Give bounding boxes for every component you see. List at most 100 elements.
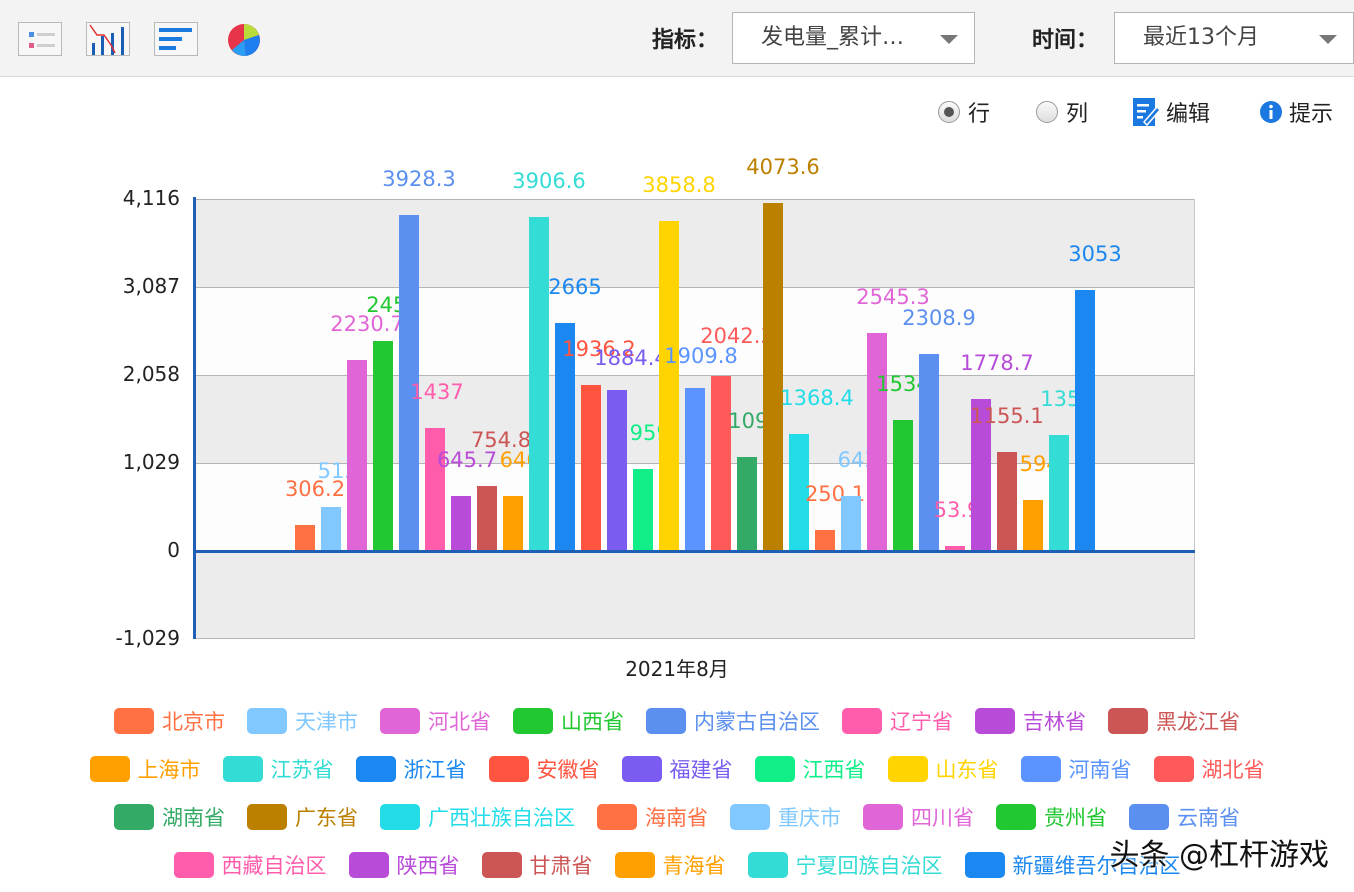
bar[interactable] — [945, 546, 965, 551]
legend-item[interactable]: 四川省 — [863, 802, 974, 832]
bar[interactable] — [607, 389, 627, 551]
data-label: 1368.4 — [780, 385, 854, 410]
bar[interactable] — [971, 398, 991, 551]
legend-item[interactable]: 上海市 — [89, 754, 201, 784]
legend-item[interactable]: 江西省 — [754, 754, 866, 784]
bar[interactable] — [503, 495, 523, 551]
bar[interactable] — [659, 220, 679, 551]
bar[interactable] — [1023, 500, 1043, 551]
bar[interactable] — [867, 333, 887, 551]
data-label: 1778.7 — [960, 350, 1034, 375]
legend-label: 贵州省 — [1044, 806, 1107, 830]
legend-label: 吉林省 — [1023, 710, 1086, 734]
legend-item[interactable]: 河北省 — [380, 706, 491, 736]
legend-label: 甘肃省 — [529, 854, 593, 878]
legend-item[interactable]: 北京市 — [114, 706, 225, 736]
x-category-label: 2021年8月 — [625, 657, 729, 681]
bar[interactable] — [451, 495, 471, 551]
y-tick-label: 4,116 — [122, 186, 180, 210]
row-option[interactable]: 行 — [938, 94, 990, 130]
legend-item[interactable]: 宁夏回族自治区 — [747, 850, 943, 880]
line-bar-chart-icon[interactable] — [86, 22, 130, 56]
legend-label: 重庆市 — [778, 806, 841, 830]
bar[interactable] — [373, 340, 393, 551]
legend-label: 青海省 — [662, 854, 726, 878]
bar[interactable] — [919, 353, 939, 551]
column-radio[interactable] — [1036, 101, 1058, 123]
bar[interactable] — [763, 202, 783, 551]
indicator-select[interactable]: 发电量_累计… — [732, 12, 975, 64]
y-axis — [193, 197, 196, 639]
legend-item[interactable]: 陕西省 — [348, 850, 460, 880]
legend-swatch — [996, 804, 1036, 830]
legend-item[interactable]: 山东省 — [887, 754, 999, 784]
legend-item[interactable]: 西藏自治区 — [173, 850, 327, 880]
legend-swatch — [597, 804, 637, 830]
y-tick-label: 2,058 — [122, 362, 180, 386]
legend-item[interactable]: 海南省 — [597, 802, 708, 832]
table-icon[interactable] — [18, 22, 62, 56]
data-label: 3906.6 — [512, 168, 586, 193]
legend-item[interactable]: 云南省 — [1129, 802, 1240, 832]
bar[interactable] — [737, 457, 757, 551]
legend-swatch — [747, 852, 788, 878]
row-radio[interactable] — [938, 101, 960, 123]
legend-swatch — [842, 708, 882, 734]
bar[interactable] — [425, 428, 445, 551]
legend-swatch — [355, 756, 396, 782]
legend-item[interactable]: 甘肃省 — [481, 850, 593, 880]
legend-item[interactable]: 浙江省 — [355, 754, 467, 784]
legend-item[interactable]: 湖南省 — [114, 802, 225, 832]
legend-item[interactable]: 河南省 — [1020, 754, 1132, 784]
bar[interactable] — [555, 323, 575, 551]
bar[interactable] — [477, 486, 497, 551]
bar[interactable] — [347, 360, 367, 551]
legend-item[interactable]: 贵州省 — [996, 802, 1107, 832]
bar[interactable] — [633, 468, 653, 551]
legend-item[interactable]: 广西壮族自治区 — [380, 802, 575, 832]
legend-item[interactable]: 黑龙江省 — [1108, 706, 1240, 736]
bar[interactable] — [893, 419, 913, 551]
bar[interactable] — [295, 524, 315, 551]
legend-swatch — [1153, 756, 1194, 782]
hint-button[interactable]: 提示 — [1259, 94, 1333, 130]
legend-item[interactable]: 湖北省 — [1153, 754, 1265, 784]
time-select[interactable]: 最近13个月 — [1114, 12, 1354, 64]
legend-item[interactable]: 山西省 — [513, 706, 624, 736]
bar[interactable] — [711, 376, 731, 551]
pie-chart-icon[interactable] — [222, 22, 266, 57]
zero-line — [193, 550, 1195, 553]
legend-item[interactable]: 安徽省 — [488, 754, 600, 784]
legend-item[interactable]: 天津市 — [247, 706, 358, 736]
legend-swatch — [481, 852, 522, 878]
data-label: 2545.3 — [856, 285, 930, 310]
legend-label: 山西省 — [561, 710, 624, 734]
bar[interactable] — [685, 387, 705, 551]
bar[interactable] — [841, 496, 861, 551]
edit-button[interactable]: 编辑 — [1132, 94, 1210, 130]
bar[interactable] — [1049, 434, 1069, 551]
legend-label: 安徽省 — [536, 758, 600, 782]
legend-item[interactable]: 青海省 — [614, 850, 726, 880]
bar[interactable] — [997, 452, 1017, 551]
bar[interactable] — [399, 215, 419, 551]
bar[interactable] — [321, 507, 341, 551]
legend-item[interactable]: 江苏省 — [222, 754, 334, 784]
legend-item[interactable]: 广东省 — [247, 802, 358, 832]
legend-item[interactable]: 吉林省 — [975, 706, 1086, 736]
column-option[interactable]: 列 — [1036, 94, 1088, 130]
bar[interactable] — [529, 216, 549, 551]
y-tick-label: 0 — [167, 538, 180, 562]
legend-item[interactable]: 福建省 — [621, 754, 733, 784]
legend-swatch — [114, 708, 154, 734]
bar[interactable] — [581, 385, 601, 551]
legend-swatch — [887, 756, 928, 782]
legend-item[interactable]: 新疆维吾尔自治区 — [964, 850, 1181, 880]
legend-item[interactable]: 辽宁省 — [842, 706, 953, 736]
bar[interactable] — [815, 529, 835, 551]
horizontal-bar-chart-icon[interactable] — [154, 22, 198, 56]
bar[interactable] — [789, 433, 809, 551]
legend-item[interactable]: 重庆市 — [730, 802, 841, 832]
legend-item[interactable]: 内蒙古自治区 — [646, 706, 820, 736]
bar[interactable] — [1075, 289, 1095, 551]
